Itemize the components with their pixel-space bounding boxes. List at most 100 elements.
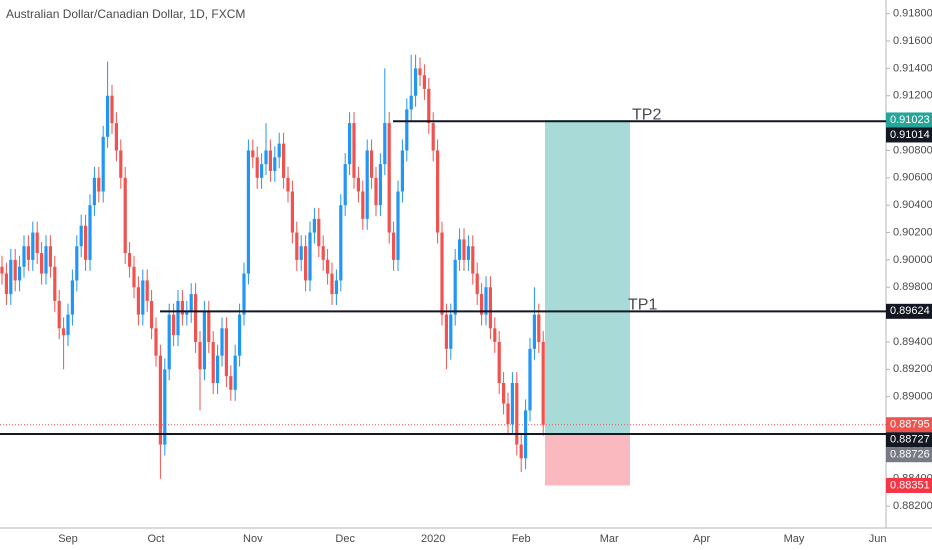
candle-body xyxy=(418,68,422,76)
candle-body xyxy=(79,225,83,247)
candle-body xyxy=(502,383,506,404)
candle-body xyxy=(510,383,514,425)
y-tick-label: 0.88200 xyxy=(893,500,932,512)
y-tick-label: 0.89000 xyxy=(893,391,932,403)
candle-body xyxy=(211,341,215,384)
candle-body xyxy=(484,287,488,315)
candle-body xyxy=(348,123,352,165)
candle-body xyxy=(40,253,44,274)
x-tick-label: May xyxy=(784,533,805,545)
candle-body xyxy=(114,123,118,151)
price-tag xyxy=(886,447,932,463)
y-tick-label: 0.90200 xyxy=(893,226,932,238)
candle-body xyxy=(352,123,356,178)
candle-body xyxy=(378,164,382,206)
price-tag-label: 0.89624 xyxy=(890,305,930,317)
candle-body xyxy=(312,218,316,233)
candle-body xyxy=(110,95,114,124)
candle-body xyxy=(273,157,277,171)
candle-body xyxy=(216,355,220,384)
candle-body xyxy=(304,246,308,281)
candle-body xyxy=(356,177,360,192)
candle-body xyxy=(246,150,250,274)
price-tag-label: 0.88351 xyxy=(890,479,930,491)
candle-body xyxy=(268,150,272,171)
candle-body xyxy=(290,191,294,233)
candle-body xyxy=(123,177,127,254)
candle-body xyxy=(339,205,343,281)
candle-body xyxy=(321,246,325,260)
x-tick-label: Sep xyxy=(58,533,78,545)
x-tick-label: Feb xyxy=(512,533,531,545)
candle-body xyxy=(13,259,17,281)
candle-body xyxy=(506,403,510,425)
candle-body xyxy=(282,143,286,178)
x-tick-label: Apr xyxy=(693,533,710,545)
candle-body xyxy=(233,355,237,390)
candle-body xyxy=(466,246,470,260)
y-tick-label: 0.90400 xyxy=(893,199,932,211)
x-tick-label: Jun xyxy=(869,533,887,545)
candle-body xyxy=(453,259,457,315)
candle-body xyxy=(88,205,92,260)
candle-body xyxy=(422,75,426,89)
candle-body xyxy=(436,150,440,233)
candle-body xyxy=(92,177,96,206)
candle-body xyxy=(334,280,338,295)
candle-body xyxy=(18,266,22,281)
candle-body xyxy=(400,150,404,192)
price-tag-label: 0.88795 xyxy=(890,419,930,431)
y-tick-label: 0.89400 xyxy=(893,336,932,348)
candle-body xyxy=(158,355,162,445)
chart-title: Australian Dollar/Canadian Dollar, 1D, F… xyxy=(6,7,245,21)
candle-body xyxy=(75,246,79,281)
x-tick-label: Oct xyxy=(147,533,164,545)
candle-body xyxy=(53,266,57,301)
candle-body xyxy=(220,328,224,356)
price-tag-label: 0.91014 xyxy=(890,129,930,141)
candle-body xyxy=(330,273,334,295)
candle-body xyxy=(145,280,149,301)
candle-body xyxy=(207,311,211,342)
candle-body xyxy=(409,95,413,110)
candle-body xyxy=(528,348,532,411)
y-tick-label: 0.91800 xyxy=(893,8,932,20)
x-tick-label: Dec xyxy=(335,533,355,545)
candle-body xyxy=(48,246,52,267)
target-zone xyxy=(545,119,630,435)
candle-body xyxy=(224,328,228,377)
candle-body xyxy=(392,232,396,260)
price-tag xyxy=(886,127,932,143)
y-tick-label: 0.91400 xyxy=(893,62,932,74)
candle-body xyxy=(150,300,154,329)
candle-body xyxy=(198,341,202,370)
candle-body xyxy=(180,300,184,315)
candle-body xyxy=(308,232,312,281)
candle-body xyxy=(154,328,158,356)
candle-body xyxy=(431,123,435,151)
candle-body xyxy=(202,311,206,370)
candle-body xyxy=(414,68,418,96)
candle-body xyxy=(136,287,140,315)
candle-body xyxy=(427,88,431,124)
candle-body xyxy=(365,150,369,219)
candle-body xyxy=(4,273,8,295)
y-tick-label: 0.90000 xyxy=(893,254,932,266)
price-tag xyxy=(886,417,932,433)
y-tick-label: 0.90800 xyxy=(893,144,932,156)
candle-body xyxy=(264,150,268,165)
candle-body xyxy=(22,246,26,267)
candle-body xyxy=(370,150,374,178)
level-label: TP1 xyxy=(628,297,657,314)
y-tick-label: 0.90600 xyxy=(893,172,932,184)
candle-body xyxy=(515,383,519,445)
candle-body xyxy=(141,280,145,315)
y-tick-label: 0.89200 xyxy=(893,363,932,375)
candle-body xyxy=(62,328,66,336)
candle-body xyxy=(458,239,462,260)
candle-body xyxy=(189,294,193,312)
candle-body xyxy=(97,177,101,192)
candle-body xyxy=(172,314,176,336)
candle-body xyxy=(9,259,13,295)
